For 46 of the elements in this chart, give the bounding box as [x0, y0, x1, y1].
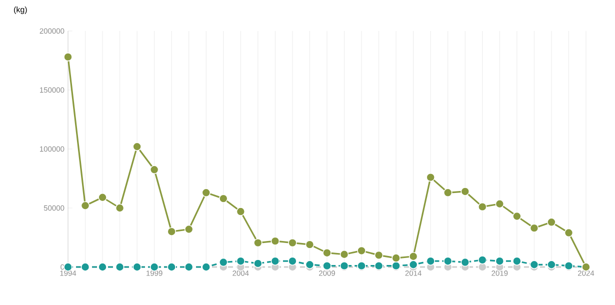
point [495, 256, 504, 266]
point [495, 199, 504, 208]
point [564, 228, 574, 238]
point [443, 256, 452, 266]
point [478, 256, 487, 264]
point [236, 207, 246, 216]
point [98, 192, 107, 202]
point [547, 260, 556, 270]
point [236, 256, 246, 266]
point [512, 212, 522, 221]
point [408, 260, 418, 270]
point [426, 256, 435, 266]
point [512, 256, 522, 266]
point [150, 165, 159, 174]
point [408, 252, 418, 261]
point [322, 248, 332, 258]
point [202, 188, 211, 198]
point [547, 218, 556, 227]
point [219, 258, 228, 267]
point [167, 227, 176, 236]
point [184, 224, 194, 234]
point [219, 194, 228, 203]
point [288, 256, 297, 266]
point [270, 256, 280, 266]
point [254, 259, 262, 268]
point [340, 250, 349, 259]
point [254, 238, 262, 248]
point [460, 258, 470, 267]
point [305, 240, 314, 249]
point [530, 224, 539, 232]
point [357, 246, 366, 256]
point [64, 52, 72, 62]
point [132, 142, 142, 152]
point [478, 202, 487, 212]
point [80, 201, 90, 210]
point [460, 187, 470, 196]
point [270, 236, 280, 246]
point [392, 254, 400, 262]
point [426, 172, 435, 182]
point [530, 260, 539, 270]
point [305, 260, 314, 270]
point [115, 204, 124, 212]
point [288, 238, 297, 248]
point [443, 188, 452, 198]
y-axis-title: (kg) [14, 6, 27, 14]
point [374, 250, 384, 260]
